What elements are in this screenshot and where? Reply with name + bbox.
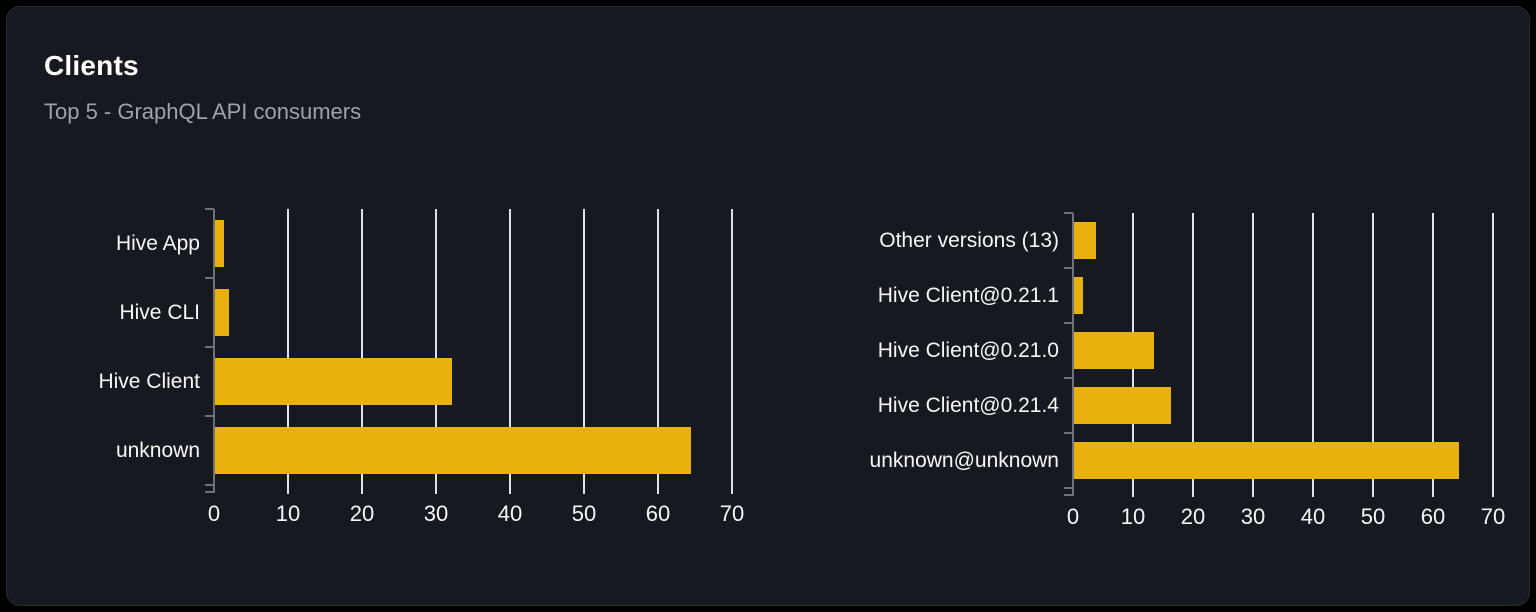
panel-title: Clients (44, 50, 139, 81)
x-axis-label-50: 50 (1360, 504, 1386, 529)
x-axis-label-70: 70 (1480, 504, 1506, 529)
category-label-hive-app: Hive App (115, 231, 200, 255)
y-axis-corner-tick (205, 491, 214, 493)
grid-line-60 (657, 209, 659, 485)
category-label-other-versions-13: Other versions (13) (879, 228, 1059, 252)
y-axis-tick (205, 415, 214, 417)
grid-line-60 (1432, 213, 1434, 488)
x-axis-label-40: 40 (1300, 504, 1326, 529)
x-axis-label-30: 30 (1240, 504, 1266, 529)
x-axis-label-30: 30 (423, 501, 449, 526)
x-axis-label-50: 50 (571, 501, 597, 526)
category-label-hive-client-0-21-0: Hive Client@0.21.0 (877, 338, 1059, 362)
category-label-hive-cli: Hive CLI (119, 300, 200, 324)
y-axis-tick (1064, 432, 1073, 434)
category-label-hive-client: Hive Client (98, 369, 200, 393)
x-axis-tick-60 (657, 485, 659, 494)
panel-subtitle: Top 5 - GraphQL API consumers (44, 99, 362, 124)
category-label-hive-client-0-21-1: Hive Client@0.21.1 (877, 283, 1059, 307)
clients-bar-chart: 0 10 20 30 40 50 60 70 Hive App Hive CLI Hive Clie… (98, 208, 744, 526)
x-axis-label-60: 60 (645, 501, 671, 526)
client-versions-bar-chart: 0 10 20 30 40 50 60 70 Other versions (13) Hive C… (870, 212, 1505, 529)
grid-line-70 (1492, 213, 1494, 488)
y-axis-tick (1064, 267, 1073, 269)
x-axis-tick-20 (361, 485, 363, 494)
x-axis-label-10: 10 (1120, 504, 1146, 529)
grid-line-50 (1372, 213, 1374, 488)
y-axis-tick (1064, 377, 1073, 379)
bar-other-versions-13[interactable] (1073, 222, 1096, 259)
bar-unknown-unknown[interactable] (1073, 442, 1460, 479)
x-axis-tick-40 (1312, 488, 1314, 497)
bar-hive-cli[interactable] (214, 289, 229, 336)
category-label-unknown-unknown: unknown@unknown (869, 448, 1059, 472)
grid-line-40 (1312, 213, 1314, 488)
x-axis-tick-50 (583, 485, 585, 494)
y-axis-tick (205, 346, 214, 348)
bar-hive-client-0-21-1[interactable] (1073, 277, 1083, 314)
x-axis-label-0: 0 (1066, 504, 1080, 529)
grid-line-30 (435, 209, 437, 485)
x-axis-label-10: 10 (275, 501, 301, 526)
grid-line-30 (1252, 213, 1254, 488)
x-axis-tick-10 (287, 485, 289, 494)
y-axis-tick (1064, 212, 1073, 214)
x-axis-tick-70 (1492, 488, 1494, 497)
x-axis-label-0: 0 (207, 501, 221, 526)
y-axis-tick (1064, 487, 1073, 489)
x-axis-label-20: 20 (1180, 504, 1206, 529)
x-axis-tick-20 (1192, 488, 1194, 497)
x-axis-tick-70 (731, 485, 733, 494)
grid-line-70 (731, 209, 733, 485)
clients-card: Clients Top 5 - GraphQL API consumers 0 1… (6, 6, 1530, 606)
grid-line-10 (287, 209, 289, 485)
y-axis-tick (1064, 322, 1073, 324)
x-axis-tick-50 (1372, 488, 1374, 497)
x-axis-tick-30 (435, 485, 437, 494)
x-axis-tick-30 (1252, 488, 1254, 497)
x-axis-tick-40 (509, 485, 511, 494)
y-axis-spine (1072, 213, 1074, 496)
x-axis-label-40: 40 (497, 501, 523, 526)
bar-hive-client-0-21-0[interactable] (1073, 332, 1154, 369)
category-label-unknown: unknown (115, 438, 200, 462)
grid-line-20 (361, 209, 363, 485)
y-axis-tick (205, 484, 214, 486)
x-axis-tick-10 (1132, 488, 1134, 497)
x-axis-label-60: 60 (1420, 504, 1446, 529)
category-label-hive-client-0-21-4: Hive Client@0.21.4 (877, 393, 1059, 417)
grid-line-40 (509, 209, 511, 485)
grid-line-20 (1192, 213, 1194, 488)
x-axis-label-20: 20 (349, 501, 375, 526)
y-axis-corner-tick (1064, 494, 1073, 496)
bar-hive-client-0-21-4[interactable] (1073, 387, 1171, 424)
bar-unknown[interactable] (214, 427, 692, 474)
grid-line-50 (583, 209, 585, 485)
x-axis-tick-60 (1432, 488, 1434, 497)
x-axis-label-70: 70 (719, 501, 745, 526)
y-axis-spine (213, 209, 215, 493)
bar-hive-client[interactable] (214, 358, 452, 405)
bar-hive-app[interactable] (214, 220, 224, 267)
y-axis-tick (205, 208, 214, 210)
y-axis-tick (205, 277, 214, 279)
